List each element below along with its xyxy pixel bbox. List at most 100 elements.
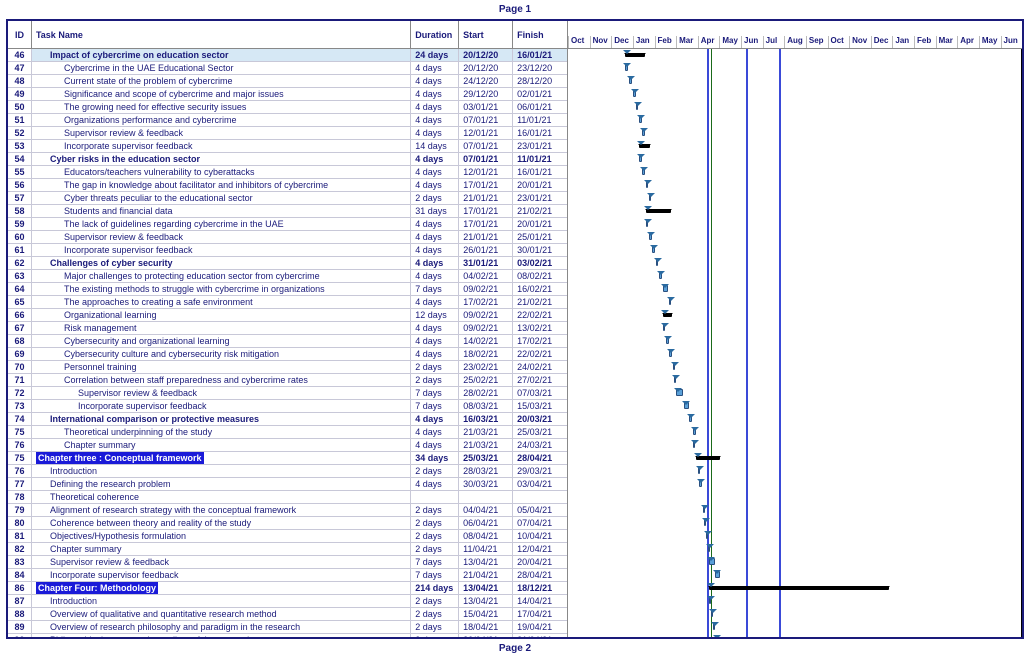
table-row[interactable]: 61Incorporate supervisor feedback4 days2… [8, 244, 567, 257]
table-row[interactable]: 86Chapter Four: Methodology214 days13/04… [8, 582, 567, 595]
table-row[interactable]: 57Cyber threats peculiar to the educatio… [8, 192, 567, 205]
table-row[interactable]: 66Organizational learning12 days09/02/21… [8, 309, 567, 322]
table-row[interactable]: 79Alignment of research strategy with th… [8, 504, 567, 517]
cell-finish: 28/04/21 [513, 569, 567, 581]
cell-name: Introduction [32, 465, 411, 477]
timeline-header: OctNovDecJanFebMarAprMayJunJulAugSepOctN… [568, 21, 1022, 49]
table-row[interactable]: 53Incorporate supervisor feedback14 days… [8, 140, 567, 153]
table-row[interactable]: 74International comparison or protective… [8, 413, 567, 426]
table-row[interactable]: 49Significance and scope of cybercrime a… [8, 88, 567, 101]
cell-duration: 4 days [411, 335, 459, 347]
table-row[interactable]: 64The existing methods to struggle with … [8, 283, 567, 296]
gantt-marker-icon [640, 128, 648, 136]
cell-duration: 7 days [411, 387, 459, 399]
cell-id: 65 [8, 296, 32, 308]
cell-finish: 16/02/21 [513, 283, 567, 295]
table-row[interactable]: 56The gap in knowledge about facilitator… [8, 179, 567, 192]
cell-finish: 15/03/21 [513, 400, 567, 412]
table-row[interactable]: 76Introduction2 days28/03/2129/03/21 [8, 465, 567, 478]
cell-id: 48 [8, 75, 32, 87]
cell-duration: 2 days [411, 530, 459, 542]
cell-name: Cyber threats peculiar to the educationa… [32, 192, 411, 204]
table-row[interactable]: 58Students and financial data31 days17/0… [8, 205, 567, 218]
cell-finish: 21/04/21 [513, 634, 567, 637]
gantt-marker-icon [661, 323, 669, 331]
cell-start: 31/01/21 [459, 257, 513, 269]
table-row[interactable]: 55Educators/teachers vulnerability to cy… [8, 166, 567, 179]
cell-finish: 02/01/21 [513, 88, 567, 100]
cell-name: Cyber risks in the education sector [32, 153, 411, 165]
table-row[interactable]: 62Challenges of cyber security4 days31/0… [8, 257, 567, 270]
gantt-frame: ID Task Name Duration Start Finish 46Imp… [6, 19, 1024, 639]
cell-id: 80 [8, 517, 32, 529]
table-row[interactable]: 54Cyber risks in the education sector4 d… [8, 153, 567, 166]
month-label: Mar [936, 36, 958, 48]
gantt-marker-icon [661, 310, 669, 318]
hdr-finish[interactable]: Finish [513, 21, 567, 48]
cell-id: 70 [8, 361, 32, 373]
gantt-marker-icon [682, 401, 690, 409]
table-row[interactable]: 84Incorporate supervisor feedback7 days2… [8, 569, 567, 582]
timeline-vline [1021, 49, 1022, 637]
table-row[interactable]: 48Current state of the problem of cyberc… [8, 75, 567, 88]
table-row[interactable]: 63Major challenges to protecting educati… [8, 270, 567, 283]
cell-name: Cybersecurity and organizational learnin… [32, 335, 411, 347]
table-row[interactable]: 51Organizations performance and cybercri… [8, 114, 567, 127]
cell-finish: 28/12/20 [513, 75, 567, 87]
table-row[interactable]: 71Correlation between staff preparedness… [8, 374, 567, 387]
table-row[interactable]: 78Theoretical coherence [8, 491, 567, 504]
cell-duration: 7 days [411, 556, 459, 568]
gantt-marker-icon [706, 544, 714, 552]
cell-id: 46 [8, 49, 32, 61]
table-row[interactable]: 81Objectives/Hypothesis formulation2 day… [8, 530, 567, 543]
table-row[interactable]: 65The approaches to creating a safe envi… [8, 296, 567, 309]
table-row[interactable]: 46Impact of cybercrime on education sect… [8, 49, 567, 62]
table-row[interactable]: 82Chapter summary2 days11/04/2112/04/21 [8, 543, 567, 556]
table-row[interactable]: 47Cybercrime in the UAE Educational Sect… [8, 62, 567, 75]
table-row[interactable]: 75Theoretical underpinning of the study4… [8, 426, 567, 439]
table-row[interactable]: 70Personnel training2 days23/02/2124/02/… [8, 361, 567, 374]
gantt-marker-icon [713, 635, 721, 637]
table-row[interactable]: 50The growing need for effective securit… [8, 101, 567, 114]
hdr-dur[interactable]: Duration [411, 21, 459, 48]
cell-name: Risk management [32, 322, 411, 334]
table-row[interactable]: 60Supervisor review & feedback4 days21/0… [8, 231, 567, 244]
cell-duration: 4 days [411, 127, 459, 139]
gantt-marker-icon [709, 609, 717, 617]
table-row[interactable]: 72Supervisor review & feedback7 days28/0… [8, 387, 567, 400]
table-row[interactable]: 52Supervisor review & feedback4 days12/0… [8, 127, 567, 140]
cell-duration: 4 days [411, 179, 459, 191]
hdr-id[interactable]: ID [8, 21, 32, 48]
hdr-start[interactable]: Start [459, 21, 513, 48]
gantt-summary-bar[interactable] [709, 586, 889, 590]
cell-duration: 2 days [411, 608, 459, 620]
table-row[interactable]: 77Defining the research problem4 days30/… [8, 478, 567, 491]
cell-duration: 4 days [411, 244, 459, 256]
cell-finish: 20/04/21 [513, 556, 567, 568]
table-row[interactable]: 69Cybersecurity culture and cybersecurit… [8, 348, 567, 361]
table-row[interactable]: 88Overview of qualitative and quantitati… [8, 608, 567, 621]
table-row[interactable]: 83Supervisor review & feedback7 days13/0… [8, 556, 567, 569]
table-row[interactable]: 59The lack of guidelines regarding cyber… [8, 218, 567, 231]
table-row[interactable]: 67Risk management4 days09/02/2113/02/21 [8, 322, 567, 335]
table-row[interactable]: 68Cybersecurity and organizational learn… [8, 335, 567, 348]
cell-name: Overview of qualitative and quantitative… [32, 608, 411, 620]
table-row[interactable]: 76Chapter summary4 days21/03/2124/03/21 [8, 439, 567, 452]
table-row[interactable]: 75Chapter three : Conceptual framework34… [8, 452, 567, 465]
cell-finish: 14/04/21 [513, 595, 567, 607]
month-label: Apr [957, 36, 979, 48]
table-row[interactable]: 73Incorporate supervisor feedback7 days0… [8, 400, 567, 413]
month-label: Jun [1001, 36, 1023, 48]
cell-finish: 16/01/21 [513, 127, 567, 139]
table-row[interactable]: 87Introduction2 days13/04/2114/04/21 [8, 595, 567, 608]
month-label: May [979, 36, 1001, 48]
cell-start: 11/04/21 [459, 543, 513, 555]
table-row[interactable]: 90Philosophical stance and paradigm of t… [8, 634, 567, 637]
month-label: Feb [655, 36, 677, 48]
table-row[interactable]: 89Overview of research philosophy and pa… [8, 621, 567, 634]
table-row[interactable]: 80Coherence between theory and reality o… [8, 517, 567, 530]
hdr-name[interactable]: Task Name [32, 21, 411, 48]
cell-finish: 23/01/21 [513, 192, 567, 204]
cell-id: 62 [8, 257, 32, 269]
cell-name: International comparison or protective m… [32, 413, 411, 425]
